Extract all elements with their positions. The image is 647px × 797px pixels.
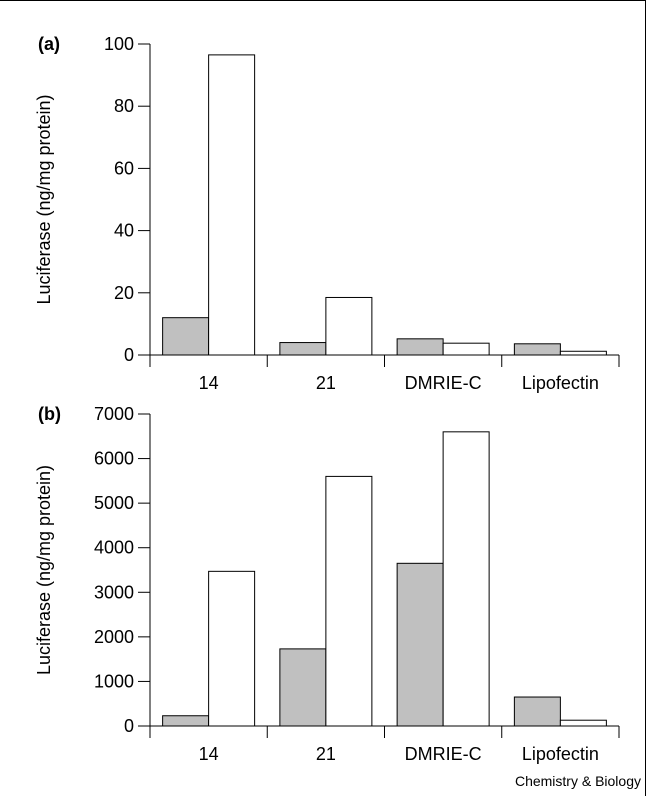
panel-b-ytick-label-5: 5000 bbox=[94, 493, 134, 513]
panel-b-xtick-label-3: Lipofectin bbox=[522, 744, 599, 764]
panel-b-ytick-label-0: 0 bbox=[124, 716, 134, 736]
panel-b-label: (b) bbox=[38, 404, 61, 424]
panel-b-ytick-label-7: 7000 bbox=[94, 404, 134, 424]
panel-b-bar-s0-0 bbox=[162, 715, 210, 727]
panel-b-bar-s1-0 bbox=[208, 570, 256, 727]
panel-a-ytick-label-3: 60 bbox=[114, 158, 134, 178]
panel-a-bar-s0-3 bbox=[513, 343, 561, 356]
panel-a-ytick-label-4: 80 bbox=[114, 96, 134, 116]
panel-b-bar-s0-2 bbox=[396, 562, 444, 727]
panel-b-bar-s1-3 bbox=[559, 719, 607, 727]
panel-b-xtick-label-0: 14 bbox=[199, 744, 219, 764]
panel-a-bar-s1-1 bbox=[325, 296, 373, 356]
panel-a-bar-s1-2 bbox=[442, 342, 490, 356]
panel-b-ytick-label-4: 4000 bbox=[94, 538, 134, 558]
panel-a-xtick-label-1: 21 bbox=[316, 373, 336, 393]
panel-a-ytick-label-0: 0 bbox=[124, 345, 134, 365]
panel-a-ytick-label-1: 20 bbox=[114, 283, 134, 303]
panel-b-ytick-label-6: 6000 bbox=[94, 449, 134, 469]
panel-a-ytick-label-5: 100 bbox=[104, 34, 134, 54]
panel-b-ytick-label-3: 3000 bbox=[94, 582, 134, 602]
panel-b-bar-s0-3 bbox=[513, 696, 561, 727]
panel-a-bar-s1-0 bbox=[208, 54, 256, 356]
panel-b-ytick-label-1: 1000 bbox=[94, 671, 134, 691]
panel-b-bar-s0-1 bbox=[279, 648, 327, 727]
panel-b-bar-s1-1 bbox=[325, 475, 373, 727]
panel-a-xtick-label-3: Lipofectin bbox=[522, 373, 599, 393]
panel-a-bar-s0-1 bbox=[279, 342, 327, 356]
panel-a-label: (a) bbox=[38, 34, 60, 54]
panel-a-xtick-label-2: DMRIE-C bbox=[405, 373, 482, 393]
panel-a-xtick-label-0: 14 bbox=[199, 373, 219, 393]
panel-b-xtick-label-1: 21 bbox=[316, 744, 336, 764]
panel-a-bar-s0-0 bbox=[162, 317, 210, 356]
credit-text: Chemistry & Biology bbox=[514, 773, 641, 789]
panel-b-xtick-label-2: DMRIE-C bbox=[405, 744, 482, 764]
panel-b-bar-s1-2 bbox=[442, 431, 490, 727]
panel-b-ylabel: Luciferase (ng/mg protein) bbox=[34, 465, 54, 675]
panel-a-bar-s0-2 bbox=[396, 338, 444, 356]
panel-a-ylabel: Luciferase (ng/mg protein) bbox=[34, 94, 54, 304]
panel-b-ytick-label-2: 2000 bbox=[94, 627, 134, 647]
panel-a-bar-s1-3 bbox=[559, 350, 607, 356]
panel-a-ytick-label-2: 40 bbox=[114, 221, 134, 241]
